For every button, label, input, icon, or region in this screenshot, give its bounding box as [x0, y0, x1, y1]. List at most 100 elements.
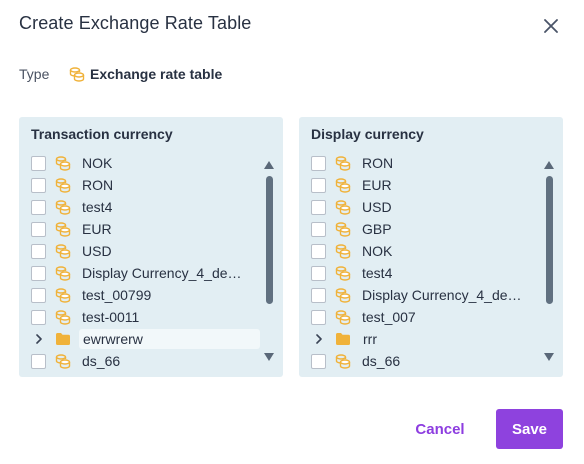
scroll-up-icon[interactable] — [544, 161, 554, 169]
exchange-rate-table-icon — [55, 155, 71, 171]
exchange-rate-table-icon — [55, 287, 71, 303]
close-button[interactable] — [540, 15, 562, 37]
item-checkbox[interactable] — [31, 265, 46, 281]
item-label: Display Currency_4_deci… — [82, 265, 247, 281]
scroll-thumb[interactable] — [546, 176, 553, 304]
display-currency-panel: Display currency RON EUR USD GBP NOK test4 Dis… — [299, 117, 563, 377]
currency-list: NOK RON test4 EUR USD Display Currency_4_deci… — [31, 152, 261, 372]
item-checkbox[interactable] — [311, 199, 326, 215]
list-item[interactable]: test4 — [31, 196, 261, 218]
scrollbar[interactable] — [544, 161, 554, 361]
exchange-rate-table-icon — [335, 353, 351, 369]
folder-item[interactable]: ewrwrerw — [31, 328, 261, 350]
exchange-rate-table-icon — [69, 66, 85, 82]
scroll-down-icon[interactable] — [544, 353, 554, 361]
exchange-rate-table-icon — [335, 287, 351, 303]
item-label: test-0011 — [82, 309, 140, 325]
exchange-rate-table-icon — [335, 243, 351, 259]
item-label: USD — [82, 243, 112, 259]
item-checkbox[interactable] — [311, 353, 326, 369]
item-checkbox[interactable] — [31, 353, 46, 369]
exchange-rate-table-icon — [335, 309, 351, 325]
folder-label-box[interactable]: ewrwrerw — [79, 329, 260, 349]
list-item[interactable]: EUR — [31, 218, 261, 240]
list-item[interactable]: RON — [31, 174, 261, 196]
type-label: Type — [19, 66, 50, 82]
exchange-rate-table-icon — [55, 309, 71, 325]
list-item[interactable]: ds_66 — [311, 350, 541, 372]
item-label: test4 — [82, 199, 113, 215]
item-label: USD — [362, 199, 392, 215]
exchange-rate-table-icon — [335, 265, 351, 281]
item-label: test4 — [362, 265, 393, 281]
item-label: Display Currency_4_deci… — [362, 287, 527, 303]
list-item[interactable]: test-0011 — [31, 306, 261, 328]
item-checkbox[interactable] — [311, 243, 326, 259]
exchange-rate-table-icon — [55, 243, 71, 259]
list-item[interactable]: NOK — [311, 240, 541, 262]
panel-title: Transaction currency — [31, 126, 173, 142]
item-label: EUR — [362, 177, 392, 193]
item-label: NOK — [362, 243, 393, 259]
item-checkbox[interactable] — [311, 287, 326, 303]
list-item[interactable]: Display Currency_4_deci… — [311, 284, 541, 306]
item-label: test_00799 — [82, 287, 152, 303]
transaction-currency-panel: Transaction currency NOK RON test4 EUR USD Di… — [19, 117, 283, 377]
list-item[interactable]: Display Currency_4_deci… — [31, 262, 261, 284]
folder-label-box[interactable]: rrr — [359, 329, 540, 349]
list-item[interactable]: test4 — [311, 262, 541, 284]
list-item[interactable]: EUR — [311, 174, 541, 196]
item-checkbox[interactable] — [311, 309, 326, 325]
list-item[interactable]: USD — [31, 240, 261, 262]
exchange-rate-table-icon — [55, 177, 71, 193]
item-checkbox[interactable] — [31, 243, 46, 259]
exchange-rate-table-icon — [335, 199, 351, 215]
exchange-rate-table-icon — [55, 199, 71, 215]
list-item[interactable]: ds_66 — [31, 350, 261, 372]
item-checkbox[interactable] — [31, 309, 46, 325]
list-item[interactable]: GBP — [311, 218, 541, 240]
item-checkbox[interactable] — [311, 177, 326, 193]
item-checkbox[interactable] — [31, 221, 46, 237]
exchange-rate-table-icon — [335, 221, 351, 237]
item-checkbox[interactable] — [311, 221, 326, 237]
list-item[interactable]: test_007 — [311, 306, 541, 328]
item-label: test_007 — [362, 309, 416, 325]
exchange-rate-table-icon — [55, 221, 71, 237]
item-label: ds_66 — [362, 353, 401, 369]
item-label: NOK — [82, 155, 113, 171]
scroll-up-icon[interactable] — [264, 161, 274, 169]
item-checkbox[interactable] — [31, 155, 46, 171]
exchange-rate-table-icon — [335, 177, 351, 193]
type-row: Type Exchange rate table — [19, 66, 222, 82]
list-item[interactable]: NOK — [31, 152, 261, 174]
list-item[interactable]: USD — [311, 196, 541, 218]
item-label: ds_66 — [82, 353, 121, 369]
exchange-rate-table-icon — [55, 265, 71, 281]
item-checkbox[interactable] — [311, 265, 326, 281]
chevron-right-icon[interactable] — [31, 332, 46, 347]
dialog-title: Create Exchange Rate Table — [19, 13, 252, 33]
folder-label: ewrwrerw — [83, 331, 143, 347]
close-icon — [544, 19, 558, 33]
item-checkbox[interactable] — [31, 177, 46, 193]
folder-icon — [55, 331, 71, 347]
exchange-rate-table-icon — [55, 353, 71, 369]
cancel-button[interactable]: Cancel — [415, 420, 465, 438]
item-label: RON — [82, 177, 114, 193]
folder-item[interactable]: rrr — [311, 328, 541, 350]
save-button[interactable]: Save — [496, 409, 563, 449]
scroll-down-icon[interactable] — [264, 353, 274, 361]
item-label: EUR — [82, 221, 112, 237]
item-checkbox[interactable] — [31, 199, 46, 215]
scroll-thumb[interactable] — [266, 176, 273, 304]
chevron-right-icon[interactable] — [311, 332, 326, 347]
list-item[interactable]: test_00799 — [31, 284, 261, 306]
folder-label: rrr — [363, 331, 377, 347]
exchange-rate-table-icon — [335, 155, 351, 171]
item-checkbox[interactable] — [31, 287, 46, 303]
item-checkbox[interactable] — [311, 155, 326, 171]
folder-icon — [335, 331, 351, 347]
scrollbar[interactable] — [264, 161, 274, 361]
list-item[interactable]: RON — [311, 152, 541, 174]
